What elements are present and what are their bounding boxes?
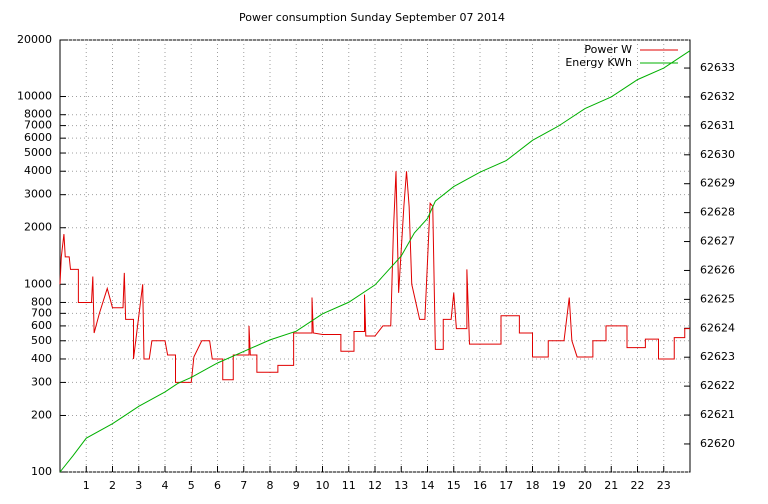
x-tick-label: 20 <box>578 479 592 492</box>
x-tick-label: 13 <box>394 479 408 492</box>
y-tick-label: 1000 <box>24 277 52 290</box>
y-tick-label: 700 <box>31 306 52 319</box>
x-tick-label: 22 <box>631 479 645 492</box>
x-tick-label: 11 <box>342 479 356 492</box>
y2-tick-label: 62631 <box>700 119 735 132</box>
y2-tick-label: 62633 <box>700 61 735 74</box>
y2-tick-label: 62622 <box>700 379 735 392</box>
y2-tick-label: 62623 <box>700 350 735 363</box>
y-tick-label: 6000 <box>24 131 52 144</box>
series-line <box>59 171 690 383</box>
y-tick-label: 3000 <box>24 188 52 201</box>
x-tick-label: 19 <box>552 479 566 492</box>
x-tick-label: 14 <box>421 479 435 492</box>
y2-tick-label: 62627 <box>700 235 735 248</box>
series-line <box>59 50 691 473</box>
y-tick-label: 600 <box>31 319 52 332</box>
x-tick-label: 10 <box>316 479 330 492</box>
y2-tick-label: 62621 <box>700 408 735 421</box>
x-tick-label: 21 <box>604 479 618 492</box>
y-tick-label: 500 <box>31 334 52 347</box>
y2-tick-label: 62629 <box>700 177 735 190</box>
legend-label: Energy KWh <box>565 56 632 69</box>
y2-tick-label: 62626 <box>700 263 735 276</box>
x-tick-label: 15 <box>447 479 461 492</box>
y2-tick-label: 62620 <box>700 437 735 450</box>
y-tick-label: 20000 <box>17 33 52 46</box>
y-tick-label: 100 <box>31 465 52 478</box>
y-tick-label: 5000 <box>24 146 52 159</box>
chart-title: Power consumption Sunday September 07 20… <box>239 11 505 24</box>
x-tick-label: 2 <box>109 479 116 492</box>
x-tick-label: 5 <box>188 479 195 492</box>
x-tick-label: 1 <box>83 479 90 492</box>
x-tick-label: 18 <box>526 479 540 492</box>
x-tick-label: 4 <box>162 479 169 492</box>
y-tick-label: 400 <box>31 352 52 365</box>
y-tick-label: 10000 <box>17 90 52 103</box>
y-tick-label: 2000 <box>24 221 52 234</box>
y-tick-label: 300 <box>31 375 52 388</box>
y2-tick-label: 62624 <box>700 321 735 334</box>
y2-tick-label: 62628 <box>700 206 735 219</box>
x-tick-label: 3 <box>135 479 142 492</box>
x-tick-label: 6 <box>214 479 221 492</box>
legend-label: Power W <box>584 43 632 56</box>
y-tick-label: 800 <box>31 295 52 308</box>
y2-tick-label: 62630 <box>700 148 735 161</box>
y2-tick-label: 62625 <box>700 292 735 305</box>
x-tick-label: 16 <box>473 479 487 492</box>
y-tick-label: 8000 <box>24 108 52 121</box>
y-tick-label: 4000 <box>24 164 52 177</box>
x-tick-label: 23 <box>657 479 671 492</box>
x-tick-label: 9 <box>293 479 300 492</box>
y-tick-label: 7000 <box>24 119 52 132</box>
x-tick-label: 17 <box>499 479 513 492</box>
x-tick-label: 12 <box>368 479 382 492</box>
x-tick-label: 7 <box>240 479 247 492</box>
x-tick-label: 8 <box>267 479 274 492</box>
y2-tick-label: 62632 <box>700 90 735 103</box>
y-tick-label: 200 <box>31 408 52 421</box>
